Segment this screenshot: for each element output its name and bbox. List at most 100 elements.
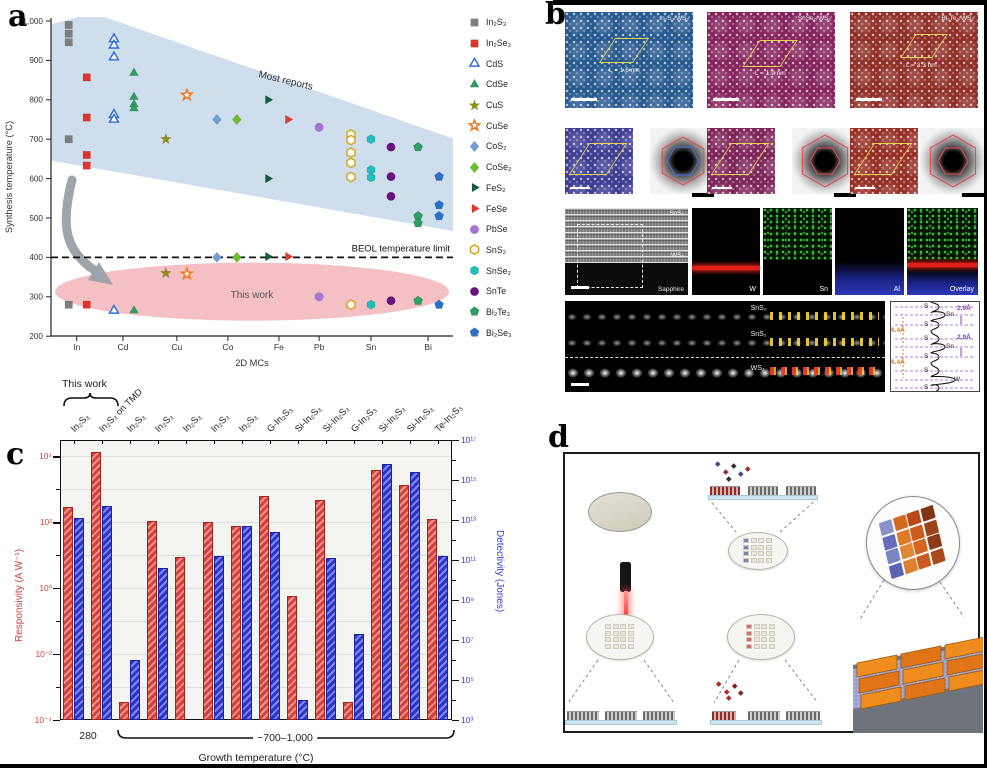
scatter-marker <box>82 161 91 170</box>
scatter-marker <box>314 292 324 302</box>
panel-d-label: d <box>548 420 569 455</box>
profile-atom-label: W <box>954 376 961 383</box>
scatter-marker <box>232 251 242 263</box>
scatter-marker <box>468 98 481 111</box>
array-cell <box>765 544 772 550</box>
array-cell <box>758 557 764 563</box>
unit-cell-outline <box>568 143 628 175</box>
profile-atom-label: S <box>924 367 929 374</box>
right-minor-tick <box>452 540 456 541</box>
top-tick <box>437 440 439 444</box>
y-tick-label: 900 <box>29 56 43 65</box>
spacing-small-label: 2.9Å <box>957 305 971 312</box>
array-cell <box>612 637 619 642</box>
bar-responsivity-6 <box>230 526 241 720</box>
scatter-marker <box>64 29 73 38</box>
scatter-marker <box>386 191 396 201</box>
interface-dashed-line <box>565 357 885 358</box>
legend-label: FeS₂ <box>486 182 506 193</box>
scatter-marker <box>179 87 195 102</box>
eds-map-al: Al <box>835 208 904 295</box>
stem-image-label: In₂S₃/WS₂ <box>659 15 689 22</box>
strip-segment <box>710 486 740 495</box>
scatter-marker <box>471 203 480 214</box>
legend-label: CoSe₂ <box>486 162 512 173</box>
legend-marker <box>469 306 480 317</box>
bar-category-label: In₂S₃ <box>124 411 148 434</box>
array-cell <box>758 544 764 550</box>
bar-responsivity-11 <box>370 469 381 720</box>
right-minor-tick <box>452 500 456 501</box>
array-cell <box>768 643 775 649</box>
x-axis-title: Growth temperature (°C) <box>198 752 314 764</box>
bar-responsivity-9 <box>314 499 325 720</box>
bar-category-label: In₂S₃ <box>208 411 232 434</box>
stem-image-bi2te3-ws2: Bi₂Te₃/WS₂ L = 3.3 nm <box>850 12 978 108</box>
scatter-marker <box>469 327 480 337</box>
scatter-marker <box>285 251 294 262</box>
legend-item-SnS₂: SnS₂ <box>468 240 540 261</box>
bar-category-label: Si-In₂S₃ <box>292 403 324 434</box>
scatter-marker <box>265 251 274 262</box>
scatter-marker <box>469 286 480 296</box>
eds-element-label: Sn <box>819 286 828 293</box>
responsivity-axis-title: Responsivity (A W⁻¹) <box>14 548 25 642</box>
legend-label: In₂Se₃ <box>486 38 512 49</box>
detectivity-tick-label: 10¹³ <box>461 515 476 525</box>
array-cell <box>620 643 626 649</box>
right-tick <box>452 560 459 562</box>
scatter-marker <box>469 140 480 153</box>
array-cell <box>758 538 764 543</box>
bar-detectivity-13 <box>437 556 448 720</box>
y-tick-label: 500 <box>29 214 43 223</box>
scatter-marker <box>469 306 480 317</box>
top-tick <box>73 440 75 444</box>
scatter-marker <box>386 296 396 306</box>
bar-detectivity-6 <box>241 526 252 720</box>
strip-segment <box>712 711 736 720</box>
bar-responsivity-10 <box>342 702 353 720</box>
gridline <box>62 489 450 491</box>
legend-item-In₂S₃: In₂S₃ <box>468 12 540 33</box>
photodetector-performance-chart: c In₂S₃ In₂S₃ on TMD In₂S₃ In₂S₃ In₂S₃ In₂S₃ I… <box>0 370 525 768</box>
scatter-marker <box>64 135 73 144</box>
array-cell <box>753 630 760 636</box>
legend-marker <box>471 203 480 214</box>
scale-bar <box>713 98 739 101</box>
legend-label: CuSe <box>486 120 509 131</box>
device-array-grid <box>746 624 775 649</box>
top-tick <box>129 440 131 444</box>
scale-bar <box>856 98 882 101</box>
responsivity-tick-label: 10⁰ <box>39 583 52 594</box>
scatter-marker <box>232 113 242 126</box>
fft-hexagons <box>801 134 849 188</box>
bar-responsivity-4 <box>174 556 185 720</box>
gridline <box>62 588 450 590</box>
strip-segment <box>786 711 820 720</box>
scatter-marker <box>366 299 376 310</box>
legend-marker <box>470 18 479 27</box>
device-array-grid <box>878 504 949 582</box>
right-tick <box>452 480 459 482</box>
right-tick <box>452 440 459 442</box>
scatter-marker <box>470 265 479 276</box>
detectivity-tick-label: 10⁵ <box>461 675 474 685</box>
this-work-label: This work <box>231 290 275 301</box>
y-axis-title: Synthesis temperature (°C) <box>4 121 14 233</box>
array-cell <box>605 637 611 642</box>
temp-280-label: 280 <box>79 730 97 742</box>
legend-marker <box>469 327 480 337</box>
panel-c-label: c <box>6 437 25 472</box>
array-cell <box>743 544 749 550</box>
array-cell <box>765 538 772 543</box>
panel-b-microscopy: b In₂S₃/WS₂ L = 1.6 nm SnSe₂/WS₂ L = 1.9… <box>540 0 987 398</box>
multicolor-device-array <box>866 496 960 590</box>
array-cell <box>612 630 619 636</box>
bar-category-label: G-In₂S₃ <box>264 404 295 434</box>
strip-segment <box>748 711 780 720</box>
legend-label: CoS₂ <box>486 141 507 152</box>
fft-pattern <box>920 128 986 194</box>
legend-item-SnTe: SnTe <box>468 281 540 302</box>
x-axis-title: 2D MCs <box>235 358 269 368</box>
